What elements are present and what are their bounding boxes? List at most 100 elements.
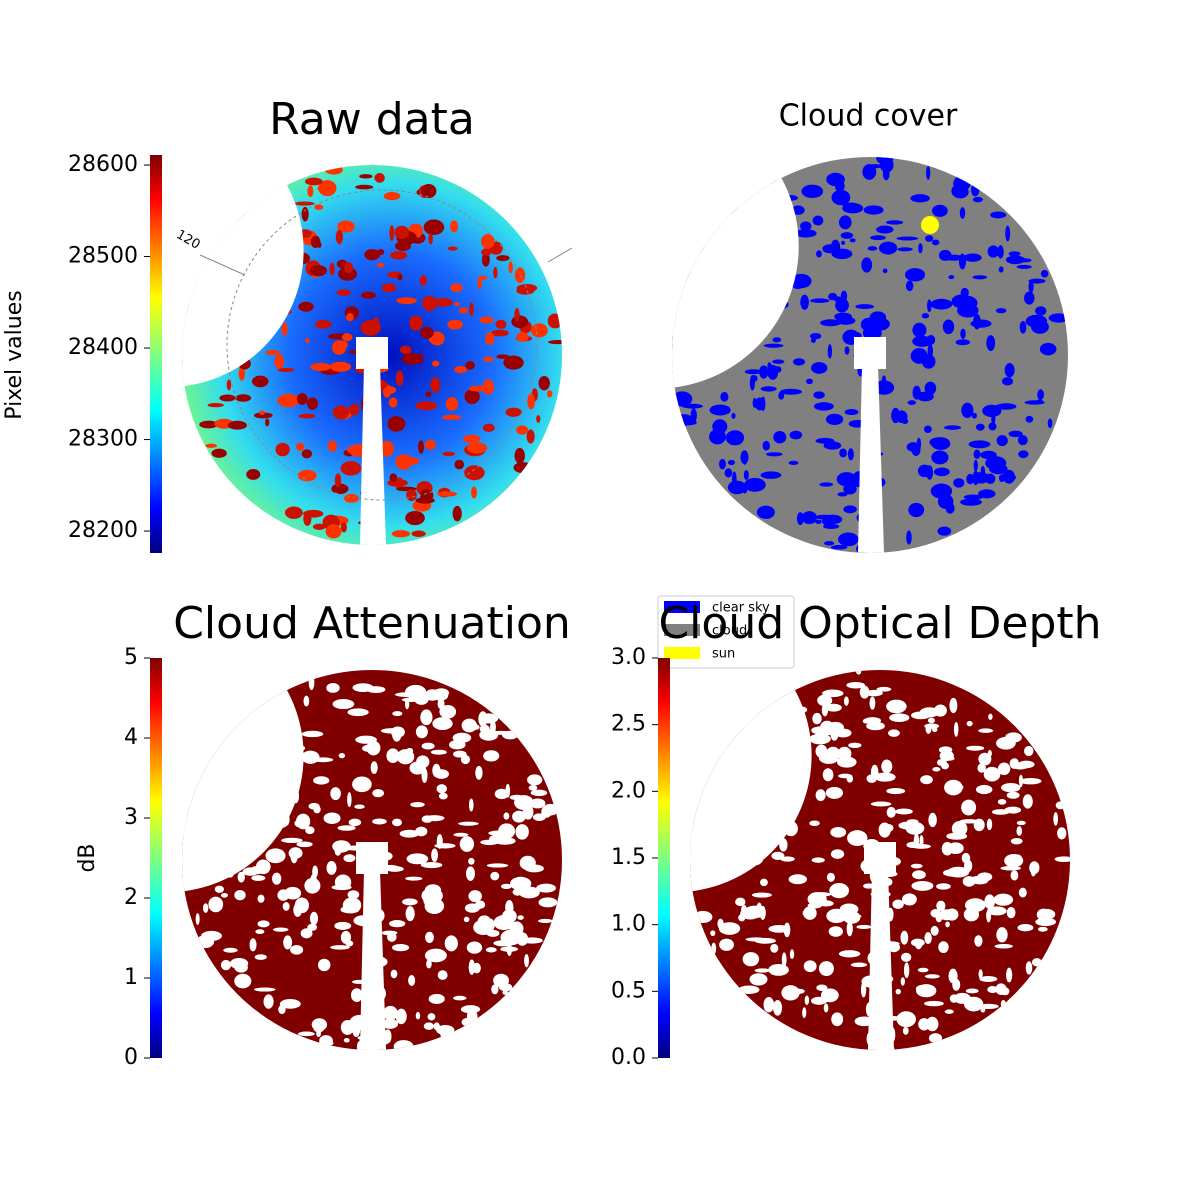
image-blob	[242, 867, 259, 876]
image-blob	[279, 999, 301, 1009]
colorbar-label: Pixel values	[2, 290, 27, 419]
image-blob	[856, 670, 862, 675]
image-blob	[1028, 280, 1034, 293]
image-blob	[855, 304, 875, 309]
image-blob	[482, 379, 494, 395]
image-blob	[947, 842, 964, 855]
image-blob	[947, 866, 970, 878]
image-blob	[942, 319, 955, 335]
image-blob	[961, 799, 977, 816]
image-blob	[516, 332, 529, 342]
image-blob	[998, 266, 1004, 273]
image-blob	[816, 250, 822, 258]
image-blob	[810, 332, 822, 340]
image-blob	[513, 462, 532, 474]
image-blob	[332, 698, 355, 710]
image-blob	[821, 703, 829, 717]
image-blob	[493, 266, 498, 279]
image-blob	[251, 875, 266, 882]
image-blob	[930, 483, 953, 499]
image-blob	[537, 918, 553, 923]
image-blob	[479, 729, 499, 741]
image-blob	[924, 235, 934, 242]
image-mask	[182, 670, 304, 893]
colorbar-tick-label: 0.5	[611, 978, 646, 1003]
image-blob	[220, 893, 229, 898]
image-blob	[1039, 342, 1057, 356]
image-blob	[447, 246, 458, 251]
image-blob	[926, 166, 931, 180]
image-blob	[820, 988, 839, 1003]
image-blob	[742, 455, 747, 465]
image-blob	[439, 705, 457, 719]
image-blob	[987, 986, 998, 994]
image-blob	[199, 420, 218, 429]
image-blob	[281, 837, 303, 843]
image-blob	[975, 784, 993, 795]
image-blob	[896, 236, 919, 241]
image-blob	[437, 698, 445, 710]
image-blob	[756, 505, 775, 519]
image-blob	[490, 871, 500, 881]
colorbar-tick-label: 2.5	[611, 712, 646, 737]
image-blob	[900, 930, 909, 945]
image-blob	[296, 813, 311, 830]
image-blob	[823, 1003, 829, 1013]
colorbar-tick-label: 5	[124, 645, 138, 670]
image-blob	[434, 843, 456, 849]
image-mask	[854, 337, 886, 369]
image-blob	[773, 430, 787, 444]
image-mask	[868, 870, 894, 1050]
image-blob	[306, 397, 319, 410]
image-blob	[473, 926, 481, 932]
image-blob	[343, 493, 359, 503]
image-blob	[399, 829, 420, 838]
image-blob	[516, 425, 529, 435]
image-blob	[878, 822, 891, 838]
image-blob	[372, 789, 384, 798]
image-blob	[421, 742, 435, 750]
colorbar-tick-label: 0	[124, 1045, 138, 1070]
image-blob	[332, 405, 349, 420]
image-blob	[383, 386, 397, 394]
image-blob	[527, 774, 543, 786]
image-blob	[870, 235, 886, 241]
image-blob	[760, 471, 782, 479]
image-blob	[1055, 801, 1066, 810]
image-blob	[910, 194, 930, 203]
image-blob	[366, 686, 386, 694]
image-blob	[481, 234, 495, 249]
image-blob	[831, 248, 853, 260]
image-blob	[469, 302, 474, 317]
image-blob	[901, 418, 909, 425]
image-blob	[1047, 418, 1053, 429]
image-blob	[957, 303, 979, 318]
image-blob	[910, 938, 925, 947]
image-blob	[405, 876, 423, 881]
image-blob	[284, 886, 302, 900]
image-blob	[334, 473, 342, 488]
image-blob	[355, 735, 377, 744]
image-blob	[924, 1000, 944, 1007]
image-blob	[953, 478, 965, 488]
image-blob	[973, 449, 981, 459]
image-blob	[347, 890, 360, 900]
image-blob	[711, 942, 717, 955]
image-blob	[830, 545, 848, 550]
image-blob	[693, 910, 713, 923]
image-blob	[751, 892, 772, 898]
image-blob	[846, 681, 866, 689]
image-blob	[789, 949, 795, 960]
image-blob	[744, 369, 762, 375]
image-blob	[959, 181, 964, 187]
image-blob	[742, 952, 760, 967]
image-blob	[516, 284, 538, 292]
image-blob	[503, 355, 524, 370]
panel-title: Cloud cover	[779, 99, 958, 134]
image-blob	[309, 911, 319, 926]
image-blob	[277, 367, 295, 372]
image-blob	[744, 477, 766, 492]
image-blob	[547, 313, 562, 329]
image-blob	[485, 947, 497, 953]
image-blob	[813, 391, 825, 399]
